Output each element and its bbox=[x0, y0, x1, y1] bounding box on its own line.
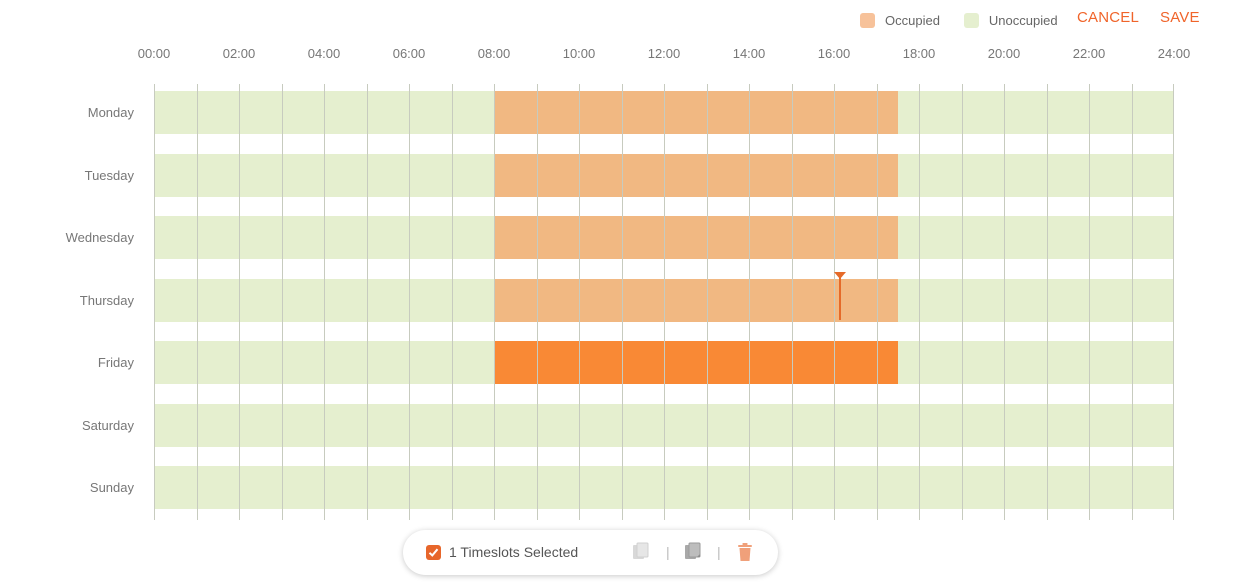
toolbar-separator: | bbox=[717, 544, 721, 560]
hour-tick-label: 14:00 bbox=[732, 46, 766, 61]
selected-count-text: 1 Timeslots Selected bbox=[449, 544, 579, 560]
hour-gridline bbox=[1046, 84, 1048, 520]
timeslot[interactable] bbox=[494, 91, 898, 134]
time-marker bbox=[839, 272, 841, 320]
hour-gridline bbox=[664, 84, 665, 520]
hour-gridline bbox=[324, 84, 325, 520]
hour-gridline bbox=[749, 84, 750, 520]
legend: Occupied Unoccupied bbox=[860, 10, 1058, 30]
hour-gridline bbox=[154, 84, 155, 520]
hour-gridline bbox=[621, 84, 623, 520]
day-label: Thursday bbox=[79, 292, 134, 308]
timeslot[interactable] bbox=[494, 153, 898, 197]
time-marker-head bbox=[834, 272, 846, 279]
day-label: Tuesday bbox=[84, 167, 134, 183]
hour-gridline bbox=[834, 84, 835, 520]
copy-icon[interactable] bbox=[632, 542, 650, 567]
hour-gridline bbox=[494, 84, 495, 520]
hour-tick-label: 18:00 bbox=[902, 46, 936, 61]
paste-icon[interactable] bbox=[684, 542, 702, 567]
trash-icon[interactable] bbox=[737, 542, 753, 567]
cancel-button[interactable]: CANCEL bbox=[1077, 9, 1140, 26]
save-button[interactable]: SAVE bbox=[1160, 9, 1200, 26]
hour-gridline bbox=[1173, 84, 1174, 520]
timeslot[interactable] bbox=[494, 278, 898, 322]
legend-unoccupied-label: Unoccupied bbox=[988, 12, 1058, 28]
hour-tick-label: 06:00 bbox=[392, 46, 426, 61]
hour-gridline bbox=[281, 84, 283, 520]
hour-tick-label: 12:00 bbox=[647, 46, 681, 61]
hour-tick-label: 04:00 bbox=[307, 46, 341, 61]
hour-gridline bbox=[451, 84, 453, 520]
hour-gridline bbox=[919, 84, 920, 520]
hour-gridline bbox=[706, 84, 708, 520]
hour-gridline bbox=[1089, 84, 1090, 520]
day-label: Monday bbox=[87, 105, 134, 120]
legend-occupied-label: Occupied bbox=[885, 12, 940, 28]
schedule-grid[interactable] bbox=[154, 84, 1174, 520]
hour-tick-label: 20:00 bbox=[987, 46, 1021, 61]
unoccupied-swatch bbox=[963, 12, 979, 28]
hour-gridline bbox=[1004, 84, 1005, 520]
timeslot[interactable] bbox=[494, 216, 898, 259]
day-label: Friday bbox=[97, 355, 134, 370]
hour-tick-label: 24:00 bbox=[1157, 46, 1191, 61]
hour-gridline bbox=[876, 84, 878, 520]
hour-tick-label: 16:00 bbox=[817, 46, 851, 61]
hour-gridline bbox=[791, 84, 793, 520]
hour-tick-label: 10:00 bbox=[562, 46, 596, 61]
time-axis: 00:00 02:00 04:00 06:00 08:00 10:00 12:00 14:00… bbox=[0, 46, 1256, 66]
hour-tick-label: 02:00 bbox=[222, 46, 256, 61]
hour-gridline bbox=[366, 84, 368, 520]
hour-tick-label: 00:00 bbox=[137, 46, 171, 61]
timeslot-selected[interactable] bbox=[494, 341, 898, 384]
checkmark-icon bbox=[428, 548, 439, 557]
legend-unoccupied: Unoccupied bbox=[963, 12, 1058, 28]
hour-gridline bbox=[536, 84, 538, 520]
select-all-checkbox[interactable] bbox=[426, 545, 441, 560]
hour-gridline bbox=[196, 84, 198, 520]
selection-toolbar: 1 Timeslots Selected | | bbox=[403, 530, 778, 575]
legend-occupied: Occupied bbox=[860, 12, 940, 28]
hour-tick-label: 22:00 bbox=[1072, 46, 1106, 61]
hour-gridline bbox=[409, 84, 410, 520]
toolbar-separator: | bbox=[666, 544, 670, 560]
hour-tick-label: 08:00 bbox=[477, 46, 511, 61]
hour-gridline bbox=[961, 84, 963, 520]
day-label: Saturday bbox=[81, 417, 134, 433]
occupied-swatch bbox=[860, 12, 875, 28]
day-label: Sunday bbox=[89, 480, 134, 495]
day-label: Wednesday bbox=[65, 230, 134, 245]
hour-gridline bbox=[1131, 84, 1133, 520]
hour-gridline bbox=[579, 84, 580, 520]
hour-gridline bbox=[239, 84, 240, 520]
